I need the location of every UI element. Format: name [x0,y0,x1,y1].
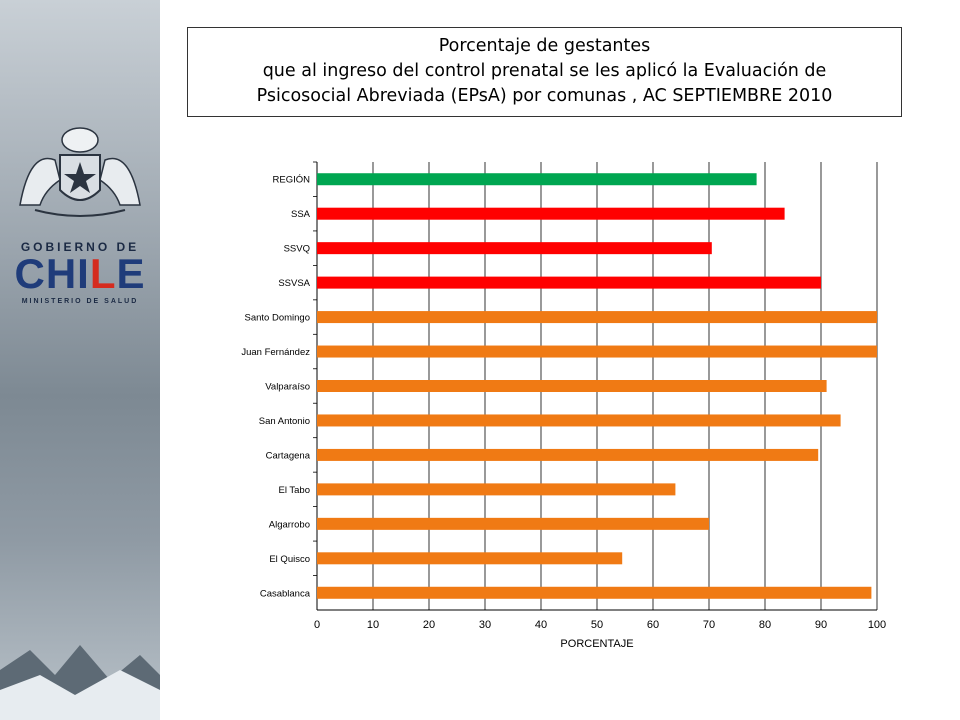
x-tick-label: 70 [703,619,715,631]
bar-chart: 0 10 20 30 40 50 60 70 80 90 100 REGIÓN SSA SSVQ SSVSA… [241,161,886,650]
bar [317,517,709,530]
category-label: REGIÓN [273,175,311,186]
x-tick-label: 100 [868,619,886,631]
x-tick-label: 10 [367,619,379,631]
category-label: SSA [291,209,311,220]
bar [317,483,676,496]
category-label: Santo Domingo [245,313,310,324]
bar [317,173,757,186]
ministerio-label: MINISTERIO DE SALUD [21,298,139,305]
category-label: Casablanca [260,588,311,599]
bar [317,380,827,392]
x-tick-label: 30 [479,619,491,631]
category-label: Valparaíso [265,382,310,393]
category-label: El Tabo [278,485,310,496]
bar [317,276,821,289]
bar [317,311,877,324]
category-label: El Quisco [269,554,310,565]
x-axis-title: PORCENTAJE [560,638,633,650]
coat-of-arms-icon [19,127,141,217]
x-tick-label: 60 [647,619,659,631]
bar [317,242,712,255]
x-tick-label: 80 [759,619,771,631]
category-label: Juan Fernández [241,347,310,358]
category-label: Cartagena [266,450,311,461]
category-label: San Antonio [259,416,310,427]
x-tick-label: 50 [591,619,603,631]
chile-logo-part: CHI [14,250,90,297]
title-line-3: Psicosocial Abreviada (EPsA) por comunas… [256,86,833,106]
sidebar-background: GOBIERNO DE CHILE MINISTERIO DE SALUD [0,0,160,720]
chile-logo-part: E [116,250,146,297]
x-tick-label: 20 [423,619,435,631]
bar [317,552,623,565]
x-tick-label: 90 [815,619,827,631]
bar [317,448,819,461]
gobierno-label: GOBIERNO DE [20,240,140,254]
category-label: Algarrobo [269,519,310,530]
title-line-2: que al ingreso del control prenatal se l… [262,61,827,81]
x-tick-label: 0 [314,619,320,631]
bar [317,414,841,427]
chile-logo: CHILE [0,250,160,298]
bar [317,586,872,599]
bar [317,345,877,358]
category-label: SSVSA [278,278,310,289]
x-tick-label: 40 [535,619,547,631]
mountain-image [0,645,160,720]
category-label: SSVQ [284,244,310,255]
title-line-1: Porcentaje de gestantes [438,36,651,56]
chart-title: Porcentaje de gestantes que al ingreso d… [187,27,902,117]
chile-logo-part: L [89,250,117,297]
bar [317,207,785,220]
